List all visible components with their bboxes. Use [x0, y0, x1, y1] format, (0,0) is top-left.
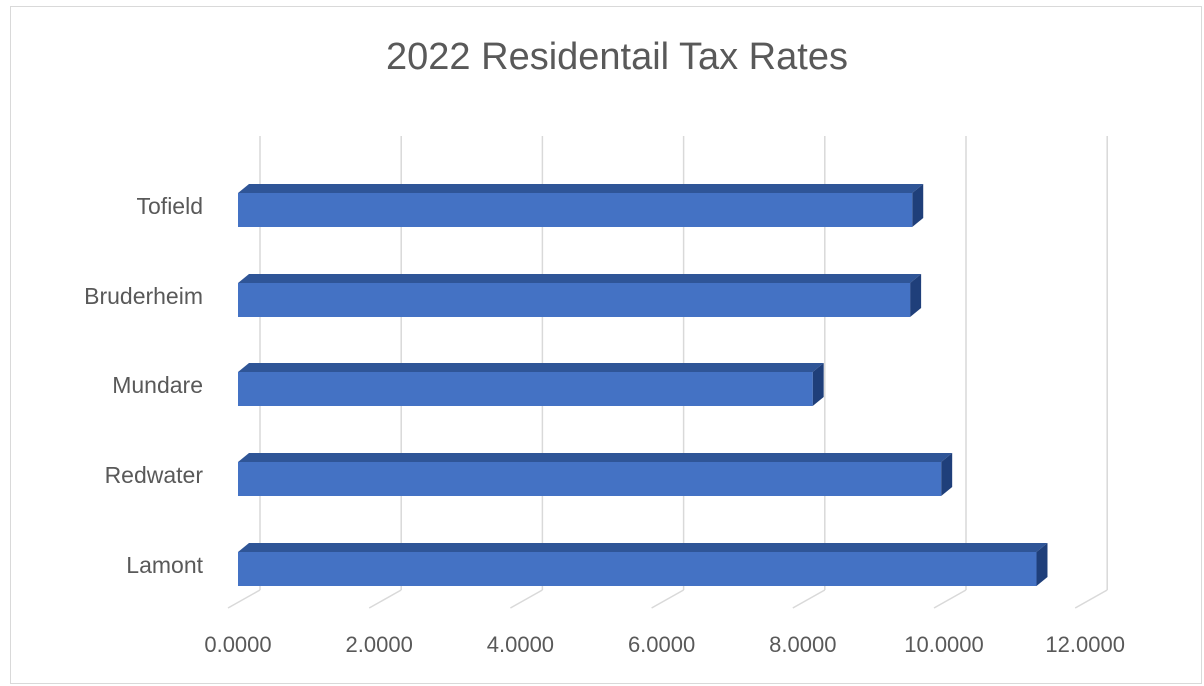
bar-side — [1036, 543, 1048, 586]
bar-top — [238, 274, 922, 283]
floor-line — [792, 589, 826, 609]
x-tick-label: 6.0000 — [628, 632, 695, 657]
x-tick-label: 8.0000 — [769, 632, 836, 657]
bar-side — [910, 274, 922, 317]
bar-mundare — [238, 372, 813, 406]
category-label: Bruderheim — [84, 283, 203, 309]
bar-side — [941, 453, 953, 496]
bars — [238, 184, 1048, 586]
bar-top — [238, 184, 924, 193]
x-tick-labels: 0.0000 2.0000 4.0000 6.0000 8.0000 10.0000 12.… — [204, 632, 1125, 657]
category-labels: Tofield Bruderheim Mundare Redwater Lamont — [84, 193, 203, 578]
category-label: Redwater — [105, 462, 204, 488]
bar-top — [238, 453, 953, 462]
floor-line — [368, 589, 402, 609]
floor-line — [1074, 589, 1108, 609]
category-label: Mundare — [112, 372, 203, 398]
floor-line — [227, 589, 261, 609]
floor-line — [933, 589, 967, 609]
x-tick-label: 10.0000 — [904, 632, 984, 657]
x-tick-label: 12.0000 — [1045, 632, 1125, 657]
category-label: Lamont — [126, 552, 203, 578]
x-tick-label: 0.0000 — [204, 632, 271, 657]
bar-side — [912, 184, 924, 227]
floor-line — [510, 589, 543, 609]
x-tick-label: 4.0000 — [487, 632, 554, 657]
bar-top — [238, 543, 1048, 552]
chart-title: 2022 Residentail Tax Rates — [386, 36, 848, 78]
bar-tofield — [238, 193, 913, 227]
bar-bruderheim — [238, 283, 911, 317]
bar-redwater — [238, 462, 942, 496]
x-tick-label: 2.0000 — [346, 632, 413, 657]
bar-lamont — [238, 552, 1037, 586]
floor-line — [651, 589, 684, 609]
category-label: Tofield — [137, 193, 203, 219]
bar-top — [238, 363, 824, 372]
bar-side — [812, 363, 824, 406]
